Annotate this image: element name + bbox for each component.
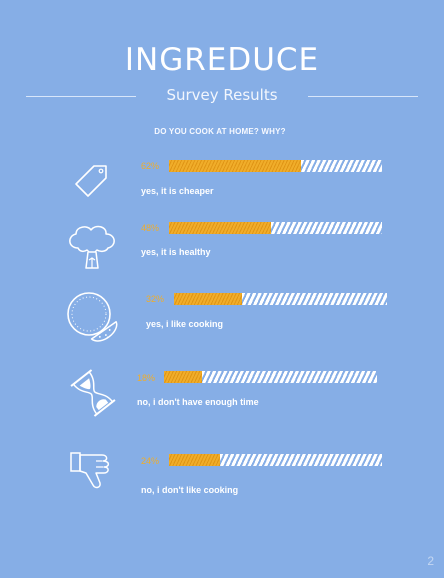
page-subtitle: Survey Results <box>166 86 278 104</box>
progress-bar <box>174 293 387 305</box>
progress-remainder <box>271 222 382 234</box>
percent-label: 48% <box>141 223 160 233</box>
page-number: 2 <box>427 554 434 568</box>
progress-remainder <box>202 371 377 383</box>
watermelon-icon <box>67 292 118 342</box>
divider-right <box>308 96 418 97</box>
progress-bar <box>169 160 382 172</box>
progress-bar <box>169 222 382 234</box>
progress-bar <box>164 371 377 383</box>
answer-label: no, i don't like cooking <box>141 485 239 495</box>
answer-label: yes, it is healthy <box>141 247 211 257</box>
answer-label: yes, i like cooking <box>146 319 224 329</box>
progress-fill <box>164 371 203 383</box>
progress-remainder <box>301 160 382 172</box>
percent-label: 32% <box>146 294 165 304</box>
thumbs-down-icon <box>70 452 110 489</box>
hourglass-icon <box>70 369 116 417</box>
subtitle-row: Survey Results <box>26 86 418 108</box>
progress-bar <box>169 454 382 466</box>
progress-fill <box>169 160 302 172</box>
percent-label: 62% <box>141 161 160 171</box>
progress-remainder <box>220 454 382 466</box>
answer-label: no, i don't have enough time <box>137 397 259 407</box>
broccoli-icon <box>69 225 115 269</box>
progress-fill <box>174 293 243 305</box>
answer-label: yes, it is cheaper <box>141 186 214 196</box>
progress-fill <box>169 454 221 466</box>
page-title: INGREDUCE <box>124 42 320 78</box>
progress-remainder <box>242 293 387 305</box>
divider-left <box>26 96 136 97</box>
price-tag-icon <box>75 165 107 197</box>
percent-label: 18% <box>137 373 156 383</box>
percent-label: 24% <box>141 456 160 466</box>
survey-question: DO YOU COOK AT HOME? WHY? <box>154 127 286 136</box>
progress-fill <box>169 222 272 234</box>
